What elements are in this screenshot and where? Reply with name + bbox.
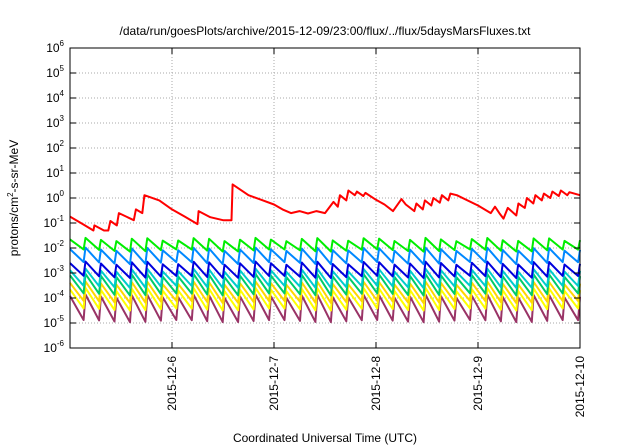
y-tick-label: 10-6 (44, 339, 65, 355)
y-tick-base: 10 (44, 266, 58, 280)
y-axis-label-rest: -s-sr-MeV (7, 140, 21, 193)
x-tick-label: 2015-12-9 (471, 356, 485, 411)
y-tick-base: 10 (44, 291, 58, 305)
y-tick-exp: 5 (60, 64, 65, 73)
y-tick-base: 10 (46, 191, 60, 205)
y-tick-exp: -3 (57, 264, 65, 273)
y-tick-exp: -6 (57, 339, 65, 348)
y-axis-ticks: 10-610-510-410-310-210-11001011021031041… (44, 39, 580, 355)
series-line (69, 267, 581, 289)
y-tick-exp: 0 (60, 189, 65, 198)
x-axis-label: Coordinated Universal Time (UTC) (233, 431, 417, 445)
y-tick-exp: 1 (60, 164, 65, 173)
y-tick-label: 106 (46, 39, 64, 55)
y-axis-label-sup: 2 (6, 192, 15, 197)
x-tick-label: 2015-12-6 (165, 356, 179, 411)
y-tick-base: 10 (46, 66, 60, 80)
y-tick-label: 102 (46, 139, 64, 155)
y-tick-base: 10 (46, 91, 60, 105)
y-tick-label: 10-5 (44, 314, 65, 330)
y-tick-label: 10-2 (44, 239, 65, 255)
y-tick-base: 10 (44, 216, 58, 230)
y-tick-label: 103 (46, 114, 64, 130)
y-tick-base: 10 (46, 166, 60, 180)
x-axis-ticks: 2015-12-6 2015-12-7 2015-12-8 2015-12-9 2015… (165, 48, 587, 417)
y-tick-exp: -2 (57, 239, 65, 248)
y-tick-base: 10 (46, 116, 60, 130)
y-tick-exp: 2 (60, 139, 65, 148)
series-line (69, 280, 581, 304)
y-tick-label: 10-1 (44, 214, 65, 230)
y-tick-base: 10 (46, 141, 60, 155)
series-line (69, 183, 581, 232)
y-tick-label: 104 (46, 89, 64, 105)
y-tick-base: 10 (46, 41, 60, 55)
y-axis-label-base: protons/cm (7, 197, 21, 256)
y-tick-label: 100 (46, 189, 64, 205)
series-line (69, 236, 581, 253)
y-tick-base: 10 (44, 241, 58, 255)
y-tick-label: 105 (46, 64, 64, 80)
x-tick-label: 2015-12-8 (369, 356, 383, 411)
y-tick-label: 10-4 (44, 289, 65, 305)
y-tick-base: 10 (44, 316, 58, 330)
y-tick-exp: 4 (60, 89, 65, 98)
y-tick-exp: -5 (57, 314, 65, 323)
series-line (69, 293, 581, 324)
series-group (69, 183, 581, 324)
y-tick-label: 101 (46, 164, 64, 180)
series-line (69, 246, 581, 266)
y-tick-base: 10 (44, 341, 58, 355)
y-tick-exp: 6 (60, 39, 65, 48)
chart-title: /data/run/goesPlots/archive/2015-12-09/2… (120, 24, 532, 38)
y-tick-exp: -1 (57, 214, 65, 223)
x-tick-label: 2015-12-7 (267, 356, 281, 411)
x-tick-label: 2015-12-10 (573, 356, 587, 418)
series-line (69, 260, 581, 279)
series-line (69, 272, 581, 297)
y-axis-label: protons/cm2-s-sr-MeV (6, 140, 21, 256)
y-tick-exp: -4 (57, 289, 65, 298)
series-line (69, 286, 581, 312)
y-tick-label: 10-3 (44, 264, 65, 280)
y-tick-exp: 3 (60, 114, 65, 123)
